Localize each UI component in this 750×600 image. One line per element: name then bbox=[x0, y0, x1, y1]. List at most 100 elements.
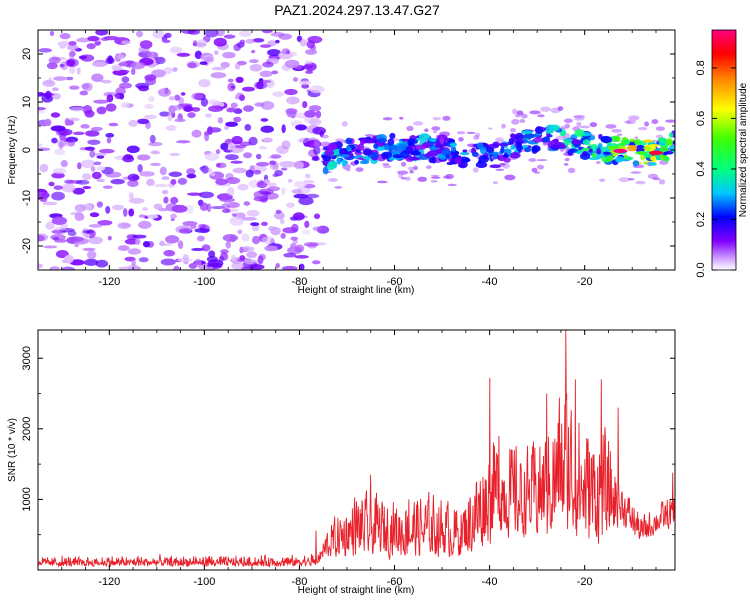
noise-blob bbox=[237, 229, 243, 235]
noise-blob bbox=[279, 160, 296, 168]
noise-blob bbox=[168, 96, 176, 101]
colorbar: 0.0 0.2 0.4 0.6 0.8 Normalized spectral ampl… bbox=[695, 29, 749, 278]
halo-blob bbox=[658, 179, 666, 185]
noise-blob bbox=[208, 250, 216, 258]
signal-blob bbox=[424, 154, 430, 158]
signal-blob bbox=[531, 146, 538, 154]
noise-blob bbox=[117, 40, 122, 45]
noise-blob bbox=[76, 67, 81, 75]
noise-blob bbox=[304, 110, 317, 118]
noise-blob bbox=[231, 135, 243, 145]
halo-blob bbox=[537, 114, 545, 118]
noise-blob bbox=[302, 229, 311, 235]
noise-blob bbox=[294, 255, 309, 259]
halo-blob bbox=[576, 121, 582, 127]
noise-blob bbox=[259, 79, 272, 84]
signal-blob bbox=[514, 132, 524, 141]
noise-blob bbox=[239, 255, 246, 261]
noise-blob bbox=[252, 38, 265, 43]
signal-blob bbox=[434, 141, 442, 149]
noise-blob bbox=[69, 106, 85, 112]
noise-blob bbox=[126, 145, 140, 154]
noise-blob bbox=[301, 83, 310, 89]
noise-blob bbox=[178, 228, 191, 234]
noise-blob bbox=[304, 173, 311, 179]
halo-blob bbox=[355, 167, 364, 172]
x-tick-label: -120 bbox=[98, 276, 120, 288]
noise-blob bbox=[138, 220, 152, 229]
halo-blob bbox=[512, 108, 518, 115]
signal-blob bbox=[574, 129, 585, 137]
noise-blob bbox=[120, 102, 130, 109]
noise-blob bbox=[117, 69, 130, 74]
halo-blob bbox=[501, 123, 506, 129]
noise-blob bbox=[84, 109, 95, 118]
noise-blob bbox=[312, 146, 321, 155]
noise-blob bbox=[52, 168, 67, 174]
noise-blob bbox=[84, 146, 96, 151]
noise-blob bbox=[227, 187, 235, 196]
noise-blob bbox=[89, 212, 100, 218]
colorbar-tick-label: 0.8 bbox=[695, 60, 707, 75]
noise-blob bbox=[312, 226, 323, 232]
noise-blob bbox=[299, 39, 308, 47]
signal-blob bbox=[518, 139, 525, 144]
noise-blob bbox=[221, 208, 231, 214]
noise-blob bbox=[267, 48, 281, 57]
noise-blob bbox=[226, 107, 236, 113]
signal-blob bbox=[614, 156, 625, 163]
noise-blob bbox=[90, 166, 96, 172]
noise-blob bbox=[41, 94, 54, 103]
signal-blob bbox=[510, 144, 516, 150]
noise-blob bbox=[51, 191, 65, 201]
signal-blob bbox=[545, 130, 554, 134]
noise-blob bbox=[51, 137, 58, 144]
noise-blob bbox=[88, 224, 103, 228]
noise-blob bbox=[201, 244, 211, 252]
noise-blob bbox=[64, 117, 70, 126]
noise-blob bbox=[241, 86, 256, 92]
signal-blob bbox=[399, 151, 410, 159]
signal-blob bbox=[407, 140, 413, 146]
noise-blob bbox=[68, 41, 77, 47]
halo-blob bbox=[540, 106, 551, 112]
signal-blob bbox=[508, 137, 514, 145]
signal-blob bbox=[629, 138, 635, 143]
signal-blob bbox=[612, 152, 618, 157]
signal-blob bbox=[418, 133, 431, 141]
noise-blob bbox=[227, 78, 234, 83]
halo-blob bbox=[564, 157, 570, 162]
noise-blob bbox=[230, 160, 243, 164]
noise-blob bbox=[53, 226, 67, 231]
halo-blob bbox=[405, 176, 411, 181]
noise-blob bbox=[82, 185, 92, 190]
halo-blob bbox=[630, 171, 642, 174]
signal-blob bbox=[324, 149, 335, 157]
noise-blob bbox=[262, 137, 274, 143]
noise-blob bbox=[132, 234, 147, 239]
halo-blob bbox=[499, 162, 507, 165]
signal-blob bbox=[410, 150, 422, 156]
noise-blob bbox=[96, 106, 107, 115]
noise-blob bbox=[223, 34, 236, 39]
noise-blob bbox=[76, 37, 91, 43]
noise-blob bbox=[82, 247, 96, 252]
noise-blob bbox=[86, 250, 97, 260]
halo-blob bbox=[665, 119, 675, 123]
noise-blob bbox=[50, 125, 66, 132]
noise-blob bbox=[176, 52, 191, 57]
noise-blob bbox=[210, 72, 227, 79]
noise-blob bbox=[69, 117, 80, 122]
noise-blob bbox=[270, 154, 282, 159]
noise-blob bbox=[53, 76, 67, 81]
noise-blob bbox=[206, 126, 213, 135]
signal-blob bbox=[553, 138, 559, 143]
noise-blob bbox=[128, 197, 145, 204]
noise-blob bbox=[39, 163, 49, 173]
noise-blob bbox=[117, 53, 126, 60]
noise-blob bbox=[105, 171, 122, 178]
noise-blob bbox=[122, 208, 128, 217]
signal-blob bbox=[601, 156, 611, 163]
noise-blob bbox=[284, 88, 298, 96]
halo-blob bbox=[492, 181, 498, 185]
